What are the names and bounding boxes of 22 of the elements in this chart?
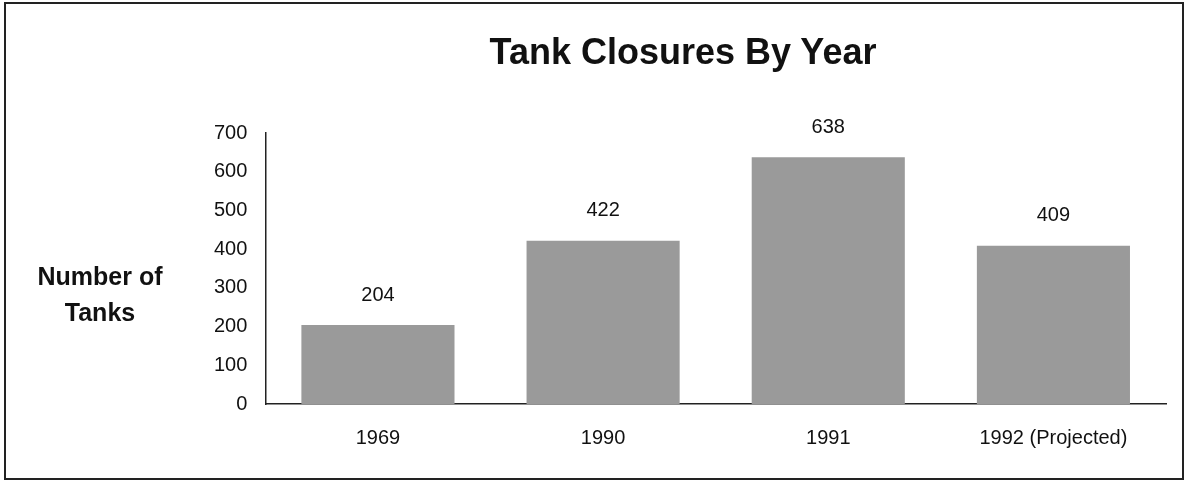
y-tick-label: 0 — [236, 391, 248, 414]
x-tick-label: 1969 — [355, 425, 401, 448]
data-label: 204 — [361, 282, 395, 305]
bar — [526, 240, 680, 404]
data-label: 409 — [1036, 203, 1071, 226]
data-label: 422 — [586, 198, 620, 221]
bar — [976, 245, 1130, 404]
bar — [751, 157, 905, 404]
data-label: 638 — [811, 114, 845, 137]
y-tick-label: 500 — [213, 198, 248, 221]
y-tick-label: 700 — [213, 120, 248, 143]
x-tick-label: 1992 (Projected) — [979, 425, 1128, 448]
bar — [301, 325, 455, 404]
x-tick-label: 1991 — [806, 425, 851, 448]
chart-title: Tank Closures By Year — [489, 30, 877, 72]
y-tick-label: 400 — [213, 236, 248, 259]
y-tick-label: 200 — [213, 314, 248, 337]
x-tick-label: 1990 — [580, 425, 626, 448]
y-tick-label: 100 — [213, 352, 248, 375]
y-tick-label: 300 — [213, 275, 248, 298]
y-axis-title: Number of Tanks — [36, 261, 164, 328]
y-tick-label: 600 — [213, 159, 248, 182]
